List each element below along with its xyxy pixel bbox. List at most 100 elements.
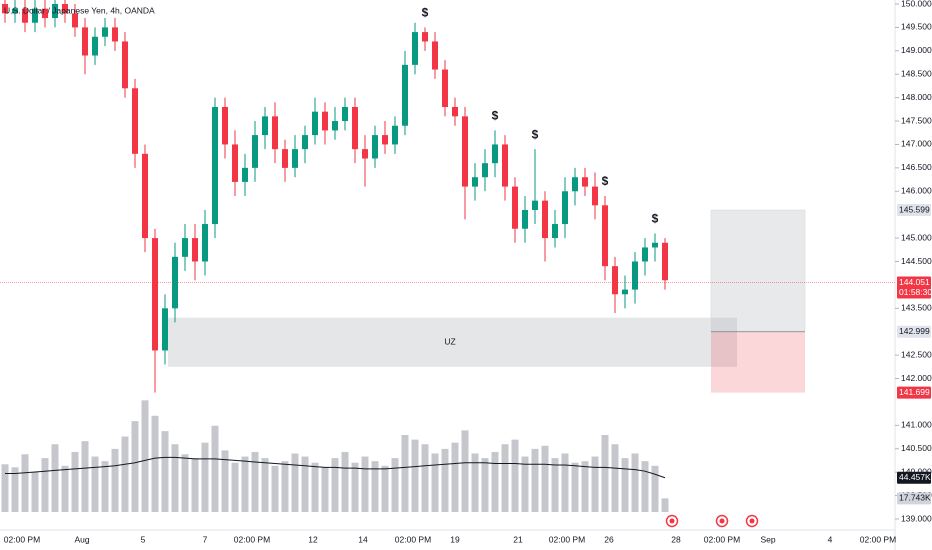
volume-bar — [1, 464, 9, 512]
candle-body — [382, 135, 388, 145]
volume-bar — [161, 431, 169, 512]
y-tick-label: 140.500 — [901, 443, 932, 453]
candle-body — [572, 177, 578, 192]
volume-bar — [111, 448, 119, 512]
candle-body — [242, 167, 248, 182]
volume-bar — [271, 465, 279, 512]
candle-body — [532, 200, 538, 210]
candle-body — [302, 135, 308, 150]
candle-body — [582, 177, 588, 187]
volume-bar — [171, 444, 179, 512]
volume-bar — [641, 461, 649, 512]
candle-body — [522, 210, 528, 229]
volume-bar — [201, 442, 209, 512]
candle-body — [212, 107, 218, 225]
marker: $ — [422, 6, 429, 20]
y-tick-label: 140.000 — [901, 466, 932, 476]
volume-bar — [371, 461, 379, 512]
volume-bar — [571, 462, 579, 512]
volume-bar — [451, 442, 459, 512]
candle-body — [662, 242, 668, 281]
candle-body — [592, 186, 598, 206]
volume-bar — [361, 456, 369, 512]
last-price-label: 144.051 — [899, 277, 930, 287]
volume-bar — [221, 450, 229, 512]
target-label: 145.599 — [899, 204, 930, 214]
volume-bar — [31, 471, 39, 512]
candle-body — [512, 186, 518, 229]
candle-body — [172, 256, 178, 309]
candle-body — [462, 116, 468, 187]
x-tick-label: Aug — [74, 534, 89, 544]
zone — [168, 317, 737, 367]
candle-body — [352, 107, 358, 150]
y-tick-label: 149.500 — [901, 22, 932, 32]
volume-bar — [251, 451, 259, 512]
volume-bar — [211, 425, 219, 512]
volume-bar — [311, 462, 319, 512]
candle-body — [472, 177, 478, 187]
candle-body — [192, 238, 198, 262]
volume-bar — [281, 461, 289, 512]
x-tick-label: 4 — [828, 534, 833, 544]
candle-body — [492, 144, 498, 164]
volume-bar — [351, 462, 359, 512]
candle-body — [412, 32, 418, 65]
candle-body — [602, 205, 608, 267]
x-tick-label: 14 — [358, 534, 368, 544]
candle-body — [322, 111, 328, 131]
x-tick-label: 02:00 PM — [4, 534, 40, 544]
volume-bar — [51, 444, 59, 512]
marker: $ — [652, 212, 659, 226]
candle-body — [132, 88, 138, 154]
volume-bar — [541, 445, 549, 512]
volume-bar — [291, 453, 299, 512]
volume-bar — [611, 444, 619, 512]
y-tick-label: 149.000 — [901, 45, 932, 55]
volume-bar — [461, 430, 469, 512]
volume-bar — [591, 456, 599, 512]
volume-bar — [321, 467, 329, 512]
volume-bar — [231, 462, 239, 512]
countdown: 01:58:30 — [899, 287, 932, 297]
x-tick-label: 28 — [671, 534, 681, 544]
candle-body — [162, 308, 168, 351]
candle-body — [452, 107, 458, 117]
volume-bar — [431, 453, 439, 512]
marker: $ — [492, 109, 499, 123]
candle-body — [102, 27, 108, 37]
candle-body — [262, 116, 268, 136]
candle-body — [52, 4, 58, 19]
candle-body — [392, 125, 398, 145]
candle-body — [292, 149, 298, 168]
volume-bar — [601, 435, 609, 512]
candle-body — [652, 242, 658, 248]
y-tick-label: 148.500 — [901, 68, 932, 78]
y-tick-label: 142.500 — [901, 349, 932, 359]
stop-zone — [711, 331, 805, 393]
stop-label-box — [897, 386, 931, 399]
x-tick-label: 5 — [141, 534, 146, 544]
volume-bar — [531, 448, 539, 512]
volume-bar — [551, 458, 559, 512]
volume-bar — [501, 444, 509, 512]
candle-body — [422, 32, 428, 42]
volume-ma-label-box — [897, 471, 931, 484]
candle-body — [112, 27, 118, 42]
volume-bar — [401, 435, 409, 512]
candle-body — [612, 266, 618, 295]
last-price-label-box — [897, 276, 931, 299]
volume-bar — [341, 451, 349, 512]
volume-bar — [381, 465, 389, 512]
candle-body — [32, 8, 38, 23]
marker: $ — [532, 127, 539, 141]
volume-bar — [491, 451, 499, 512]
candle-body — [332, 121, 338, 131]
candle-body — [12, 8, 18, 14]
volume-bar — [71, 451, 79, 512]
volume-bar — [81, 441, 89, 512]
volume-bar — [301, 456, 309, 512]
x-tick-label: 02:00 PM — [395, 534, 431, 544]
entry-label: 142.999 — [899, 326, 930, 336]
